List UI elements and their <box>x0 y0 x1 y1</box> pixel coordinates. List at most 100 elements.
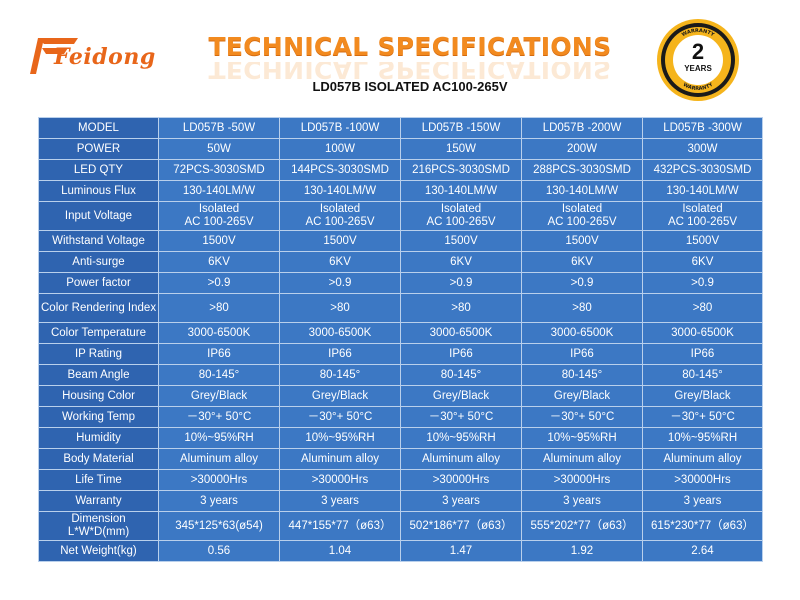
title-block: TECHNICAL SPECIFICATIONS TECHNICAL SPECI… <box>200 32 620 84</box>
table-cell: 144PCS-3030SMD <box>279 159 401 181</box>
table-cell: >30000Hrs <box>279 469 401 491</box>
table-row: Input Voltage Isolated AC 100-265V Isolated… <box>38 201 763 231</box>
table-cell: 502*186*77（ø63） <box>400 511 522 541</box>
table-row: Net Weight(kg) 0.56 1.04 1.47 1.92 2.64 <box>38 540 763 562</box>
table-cell-line: AC 100-265V <box>305 216 375 228</box>
table-row: Beam Angle 80-145° 80-145° 80-145° 80-145° 80… <box>38 364 763 386</box>
table-cell: Aluminum alloy <box>400 448 522 470</box>
table-cell: 10%~95%RH <box>400 427 522 449</box>
table-row: Body Material Aluminum alloy Aluminum allo… <box>38 448 763 470</box>
table-cell-line: AC 100-265V <box>184 216 254 228</box>
table-row: POWER 50W 100W 150W 200W 300W <box>38 138 763 160</box>
table-row: Color Rendering Index >80 >80 >80 >80 >80 <box>38 293 763 323</box>
table-cell: Isolated AC 100-265V <box>642 201 763 231</box>
row-label: Color Temperature <box>38 322 159 344</box>
table-row: Power factor >0.9 >0.9 >0.9 >0.9 >0.9 <box>38 272 763 294</box>
table-cell: >80 <box>158 293 280 323</box>
table-row: Luminous Flux 130-140LM/W 130-140LM/W 130-1… <box>38 180 763 202</box>
table-cell-line: Isolated <box>561 203 603 215</box>
table-row: Humidity 10%~95%RH 10%~95%RH 10%~95%RH 10%~9… <box>38 427 763 449</box>
table-row: LED QTY 72PCS-3030SMD 144PCS-3030SMD 216PCS… <box>38 159 763 181</box>
row-label: Body Material <box>38 448 159 470</box>
table-cell: 2.64 <box>642 540 763 562</box>
row-label: Warranty <box>38 490 159 512</box>
table-cell: Grey/Black <box>158 385 280 407</box>
table-cell: 447*155*77（ø63） <box>279 511 401 541</box>
table-cell: Grey/Black <box>279 385 401 407</box>
table-row: Working Temp －30°+ 50°C －30°+ 50°C －30°+ 50… <box>38 406 763 428</box>
table-cell: 10%~95%RH <box>279 427 401 449</box>
page-subtitle: LD057B ISOLATED AC100-265V <box>312 79 508 94</box>
row-label: Life Time <box>38 469 159 491</box>
table-cell-line: Isolated <box>682 203 723 215</box>
table-cell: IP66 <box>642 343 763 365</box>
table-cell: －30°+ 50°C <box>279 406 401 428</box>
table-cell: LD057B -100W <box>279 117 401 139</box>
table-cell-line: AC 100-265V <box>426 216 496 228</box>
table-cell: 1500V <box>279 230 401 252</box>
badge-unit: YEARS <box>684 64 712 73</box>
row-label: MODEL <box>38 117 159 139</box>
table-cell: 3 years <box>642 490 763 512</box>
table-cell-line: Isolated <box>319 203 361 215</box>
table-cell: 50W <box>158 138 280 160</box>
table-cell: LD057B -50W <box>158 117 280 139</box>
table-cell: 288PCS-3030SMD <box>521 159 643 181</box>
table-cell: 130-140LM/W <box>521 180 643 202</box>
table-cell: Isolated AC 100-265V <box>521 201 643 231</box>
table-cell: 10%~95%RH <box>521 427 643 449</box>
table-cell: >30000Hrs <box>521 469 643 491</box>
table-cell: －30°+ 50°C <box>521 406 643 428</box>
table-cell: >30000Hrs <box>158 469 280 491</box>
table-cell: Grey/Black <box>642 385 763 407</box>
page-title: TECHNICAL SPECIFICATIONS <box>208 32 612 61</box>
table-cell: >0.9 <box>400 272 522 294</box>
table-cell: >80 <box>279 293 401 323</box>
table-cell: 200W <box>521 138 643 160</box>
table-cell: 555*202*77（ø63） <box>521 511 643 541</box>
table-cell: 6KV <box>521 251 643 273</box>
table-cell: >0.9 <box>521 272 643 294</box>
table-cell: IP66 <box>400 343 522 365</box>
table-cell: 300W <box>642 138 763 160</box>
table-cell: 1.92 <box>521 540 643 562</box>
table-cell-line: Isolated <box>440 203 482 215</box>
table-cell: Grey/Black <box>521 385 643 407</box>
table-cell: 345*125*63(ø54) <box>158 511 280 541</box>
table-cell: 1500V <box>158 230 280 252</box>
row-label: Housing Color <box>38 385 159 407</box>
table-cell: 130-140LM/W <box>400 180 522 202</box>
table-cell: 615*230*77（ø63） <box>642 511 763 541</box>
table-cell: －30°+ 50°C <box>400 406 522 428</box>
table-cell: 0.56 <box>158 540 280 562</box>
table-cell: Grey/Black <box>400 385 522 407</box>
row-label: Luminous Flux <box>38 180 159 202</box>
badge-number: 2 <box>691 39 705 64</box>
table-cell-line: AC 100-265V <box>667 216 738 228</box>
table-cell: >0.9 <box>158 272 280 294</box>
table-cell: 6KV <box>158 251 280 273</box>
table-cell: 10%~95%RH <box>642 427 763 449</box>
table-cell: 3000-6500K <box>642 322 763 344</box>
table-cell: IP66 <box>521 343 643 365</box>
table-row: Life Time >30000Hrs >30000Hrs >30000Hrs >300… <box>38 469 763 491</box>
table-cell-line: Isolated <box>198 203 240 215</box>
table-cell: Aluminum alloy <box>642 448 763 470</box>
table-cell: 3 years <box>279 490 401 512</box>
table-row: MODEL LD057B -50W LD057B -100W LD057B -150W… <box>38 117 763 139</box>
table-cell: 80-145° <box>642 364 763 386</box>
badge-top-text: WARRANTY <box>681 28 715 38</box>
table-cell: 3000-6500K <box>400 322 522 344</box>
table-cell: －30°+ 50°C <box>158 406 280 428</box>
table-cell: Isolated AC 100-265V <box>158 201 280 231</box>
row-label-line: L*W*D(mm) <box>67 526 130 538</box>
table-row: Withstand Voltage 1500V 1500V 1500V 1500V 150… <box>38 230 763 252</box>
page-title-reflection: TECHNICAL SPECIFICATIONS <box>208 62 612 80</box>
table-cell: 130-140LM/W <box>642 180 763 202</box>
table-cell: 6KV <box>642 251 763 273</box>
table-cell: >80 <box>400 293 522 323</box>
table-row: Anti-surge 6KV 6KV 6KV 6KV 6KV <box>38 251 763 273</box>
row-label: LED QTY <box>38 159 159 181</box>
table-cell: Aluminum alloy <box>521 448 643 470</box>
table-cell: 1500V <box>400 230 522 252</box>
